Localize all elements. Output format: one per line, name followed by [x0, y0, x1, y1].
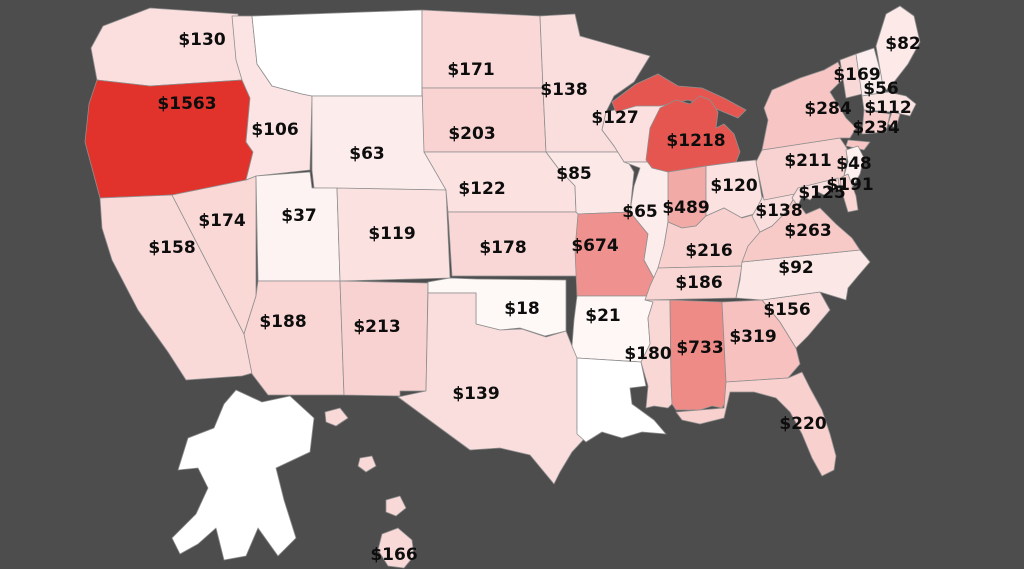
state-colorado[interactable]	[336, 187, 451, 282]
state-connecticut[interactable]	[861, 109, 891, 135]
state-south-dakota[interactable]	[421, 87, 547, 153]
state-alaska[interactable]	[171, 389, 315, 561]
state-hawaii-island-1[interactable]	[324, 407, 349, 427]
state-arkansas[interactable]	[571, 295, 656, 363]
state-north-dakota[interactable]	[421, 9, 544, 89]
state-arizona[interactable]	[243, 280, 345, 396]
state-rhode-island[interactable]	[887, 111, 901, 129]
state-hawaii-island-3[interactable]	[385, 495, 407, 517]
state-nevada[interactable]	[171, 175, 257, 335]
state-washington[interactable]	[90, 7, 243, 87]
state-louisiana[interactable]	[576, 357, 667, 443]
state-alabama[interactable]	[669, 299, 729, 411]
state-new-york[interactable]	[761, 61, 857, 151]
state-new-york-long-island[interactable]	[845, 139, 871, 151]
state-montana[interactable]	[251, 9, 423, 97]
state-tennessee[interactable]	[644, 265, 743, 301]
state-indiana[interactable]	[667, 165, 707, 229]
state-florida[interactable]	[675, 371, 837, 477]
state-oregon[interactable]	[84, 79, 254, 199]
state-shapes	[84, 5, 921, 569]
state-new-mexico[interactable]	[339, 280, 429, 397]
state-north-carolina[interactable]	[735, 249, 871, 301]
state-maryland[interactable]	[791, 177, 841, 207]
state-kansas[interactable]	[447, 211, 582, 277]
state-utah[interactable]	[255, 171, 341, 282]
state-hawaii-island-2[interactable]	[357, 455, 377, 473]
state-ohio[interactable]	[705, 159, 763, 219]
state-delaware[interactable]	[839, 173, 859, 213]
state-hawaii-big-island[interactable]	[377, 527, 415, 569]
state-maine[interactable]	[875, 5, 921, 93]
